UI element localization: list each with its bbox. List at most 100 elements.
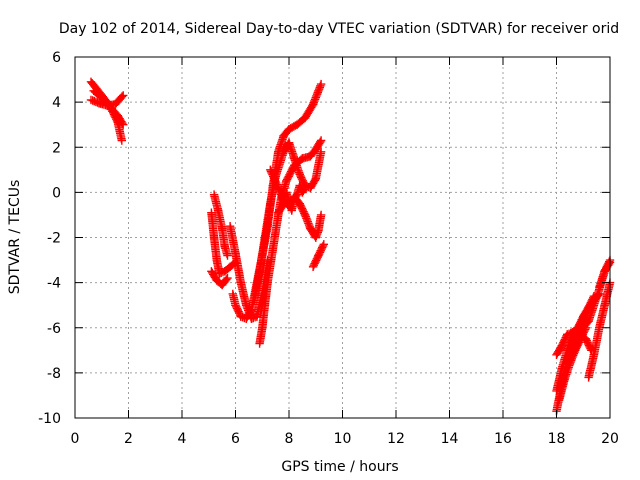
y-tick-label: 0 [52,185,61,201]
data-point [576,318,585,328]
data-point [578,313,587,323]
data-point [282,175,292,184]
data-point [287,165,297,175]
y-tick-label: -10 [38,411,61,427]
x-tick-label: 16 [494,431,512,447]
data-point [117,136,126,145]
data-point [318,241,328,251]
data-point [246,307,255,316]
y-tick-label: -8 [47,366,61,382]
x-tick-label: 14 [441,431,459,447]
data-point [93,98,102,107]
data-point [117,92,127,101]
x-tick-label: 6 [231,431,240,447]
axis-ticks [74,56,611,419]
x-axis-label: GPS time / hours [281,459,398,475]
data-point [308,101,317,111]
data-point [315,249,324,259]
data-point [566,353,575,362]
data-point [286,167,296,176]
data-points [86,77,615,416]
data-point [564,342,573,352]
data-point [586,344,595,353]
y-tick-label: -6 [47,321,61,337]
data-point [297,204,307,213]
data-point [581,323,591,332]
data-point [604,259,614,268]
data-point [318,243,327,252]
data-point [316,79,326,89]
data-point [295,170,304,179]
data-point [577,315,586,324]
data-point [575,320,584,329]
data-point [231,301,240,310]
data-point [283,173,293,183]
data-point [285,170,294,179]
data-point [319,240,328,249]
data-point [309,261,318,270]
chart-title: Day 102 of 2014, Sidereal Day-to-day VTE… [59,21,619,37]
data-point [569,347,578,356]
data-point [223,251,232,260]
data-point [316,147,326,156]
data-point [581,334,591,344]
data-point [299,207,308,216]
data-point [90,97,99,106]
data-point [222,275,231,284]
y-tick-label: -4 [47,276,61,292]
x-tick-label: 20 [601,431,619,447]
y-axis-label: SDTVAR / TECUs [7,180,23,295]
data-point [267,168,276,178]
data-point [223,273,232,283]
x-tick-label: 10 [334,431,352,447]
data-point [233,305,242,315]
data-point [316,137,325,147]
data-point [300,185,309,194]
data-point [118,119,127,128]
data-point [310,259,319,268]
data-point [557,341,566,350]
y-tick-label: 4 [52,95,61,111]
y-tick-label: 6 [52,50,61,66]
data-point [314,251,323,260]
data-point [297,202,306,212]
data-point [119,91,128,100]
y-tick-label: -2 [47,231,61,247]
data-point [272,180,281,189]
data-point [567,351,576,361]
data-point [232,304,242,313]
data-point [584,339,593,349]
data-point [300,183,310,193]
data-point [571,328,580,337]
data-point [286,169,295,178]
data-point [282,176,291,186]
data-point [291,191,301,201]
data-point [565,341,574,350]
data-point [295,199,304,208]
x-tick-label: 4 [178,431,187,447]
data-point [316,136,326,145]
data-point [299,178,308,187]
data-point [572,325,582,334]
data-point [563,346,572,355]
y-tick-labels: -10 -8 -6 -4 -2 0 2 4 6 [38,50,61,427]
data-point [316,210,326,220]
data-point [284,172,293,181]
data-point [568,348,578,358]
data-point [587,346,596,355]
data-point [297,175,307,184]
data-point [278,201,287,210]
data-point [558,340,567,349]
x-tick-label: 8 [285,431,294,447]
grid-lines [75,57,610,418]
data-point [595,289,604,299]
data-point [310,176,320,185]
x-tick-label: 2 [124,431,133,447]
data-point [585,342,594,352]
data-point [556,343,566,352]
data-point [580,326,589,336]
data-point [559,336,569,346]
x-tick-label: 18 [548,431,566,447]
data-point [316,246,325,255]
